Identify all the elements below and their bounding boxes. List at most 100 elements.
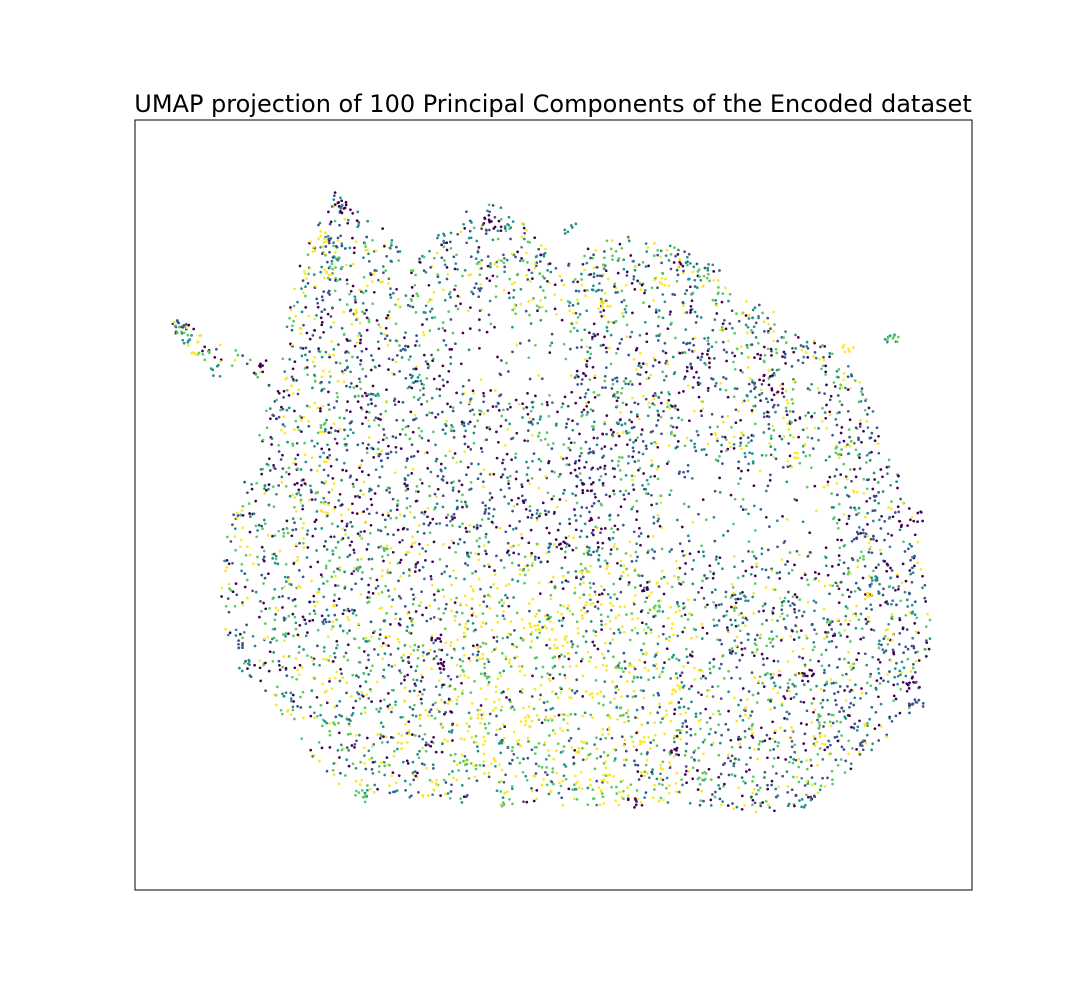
scatter-point bbox=[340, 672, 343, 676]
scatter-point bbox=[812, 339, 816, 343]
scatter-point bbox=[571, 492, 574, 496]
scatter-point bbox=[683, 572, 687, 576]
scatter-point bbox=[298, 541, 301, 545]
scatter-point bbox=[795, 692, 798, 696]
scatter-point bbox=[795, 616, 798, 619]
scatter-point bbox=[282, 616, 286, 620]
scatter-point bbox=[322, 544, 326, 548]
scatter-point bbox=[801, 361, 805, 365]
scatter-point bbox=[428, 484, 431, 488]
scatter-point bbox=[251, 589, 254, 593]
scatter-point bbox=[388, 703, 392, 707]
scatter-point bbox=[575, 485, 579, 488]
scatter-point bbox=[640, 774, 643, 778]
scatter-point bbox=[821, 776, 824, 780]
scatter-point bbox=[708, 667, 712, 671]
scatter-point bbox=[492, 636, 496, 639]
scatter-point bbox=[541, 289, 545, 292]
scatter-point bbox=[846, 409, 850, 413]
scatter-point bbox=[840, 734, 843, 737]
scatter-point bbox=[573, 376, 577, 379]
scatter-point bbox=[226, 633, 230, 637]
scatter-point bbox=[707, 347, 711, 351]
scatter-point bbox=[848, 418, 852, 422]
scatter-point bbox=[486, 264, 490, 268]
scatter-point bbox=[614, 319, 618, 323]
scatter-point bbox=[896, 486, 899, 490]
scatter-point bbox=[262, 582, 265, 585]
plot-area bbox=[134, 119, 973, 891]
scatter-point bbox=[334, 251, 337, 254]
scatter-point bbox=[330, 205, 334, 208]
scatter-point bbox=[306, 253, 310, 257]
scatter-point bbox=[908, 569, 912, 572]
scatter-point bbox=[580, 338, 584, 342]
scatter-point bbox=[377, 347, 381, 350]
scatter-point bbox=[731, 586, 735, 589]
scatter-point bbox=[397, 774, 401, 777]
scatter-point bbox=[346, 616, 349, 619]
scatter-point bbox=[481, 652, 485, 656]
scatter-point bbox=[493, 573, 497, 577]
scatter-point bbox=[699, 409, 703, 413]
scatter-point bbox=[397, 259, 400, 262]
scatter-point bbox=[345, 522, 349, 526]
scatter-point bbox=[500, 598, 503, 602]
scatter-point bbox=[838, 441, 841, 444]
scatter-point bbox=[639, 364, 643, 368]
scatter-point bbox=[892, 652, 896, 656]
scatter-point bbox=[526, 479, 530, 482]
scatter-point bbox=[827, 640, 831, 644]
scatter-point bbox=[659, 772, 662, 776]
scatter-point bbox=[446, 792, 450, 795]
scatter-point bbox=[335, 618, 338, 622]
scatter-point bbox=[751, 595, 755, 599]
scatter-point bbox=[544, 715, 548, 719]
scatter-point bbox=[328, 370, 331, 374]
scatter-point bbox=[428, 521, 432, 525]
scatter-point bbox=[481, 621, 485, 625]
scatter-point bbox=[733, 367, 737, 371]
scatter-point bbox=[389, 516, 393, 520]
scatter-point bbox=[293, 597, 297, 601]
scatter-point bbox=[411, 269, 415, 272]
scatter-point bbox=[314, 518, 318, 522]
scatter-point bbox=[324, 245, 328, 248]
scatter-point bbox=[514, 456, 517, 459]
scatter-point bbox=[304, 460, 308, 464]
scatter-point bbox=[561, 457, 565, 461]
scatter-point bbox=[638, 740, 642, 743]
scatter-point bbox=[817, 391, 821, 395]
scatter-point bbox=[399, 447, 403, 450]
scatter-point bbox=[361, 394, 364, 398]
scatter-point bbox=[526, 736, 530, 740]
scatter-point bbox=[380, 465, 384, 468]
scatter-point bbox=[442, 595, 446, 598]
scatter-point bbox=[533, 555, 537, 559]
scatter-point bbox=[511, 509, 514, 513]
scatter-point bbox=[301, 347, 305, 350]
scatter-point bbox=[794, 347, 798, 350]
scatter-point bbox=[776, 744, 780, 748]
scatter-point bbox=[665, 786, 668, 790]
scatter-point bbox=[313, 401, 317, 405]
scatter-point bbox=[359, 363, 362, 366]
scatter-point bbox=[887, 622, 891, 626]
scatter-point bbox=[642, 301, 645, 304]
scatter-point bbox=[552, 494, 556, 498]
scatter-point bbox=[638, 352, 642, 355]
scatter-point bbox=[303, 270, 306, 273]
scatter-point bbox=[267, 572, 270, 576]
scatter-point bbox=[325, 418, 328, 422]
scatter-point bbox=[636, 402, 640, 406]
scatter-point bbox=[604, 622, 608, 626]
scatter-point bbox=[529, 625, 533, 629]
scatter-point bbox=[463, 625, 467, 629]
scatter-point bbox=[846, 572, 850, 576]
scatter-point bbox=[667, 761, 671, 765]
scatter-point bbox=[364, 680, 368, 683]
scatter-point bbox=[575, 798, 579, 801]
scatter-point bbox=[474, 767, 478, 771]
scatter-point bbox=[394, 781, 398, 785]
scatter-point bbox=[463, 540, 466, 544]
